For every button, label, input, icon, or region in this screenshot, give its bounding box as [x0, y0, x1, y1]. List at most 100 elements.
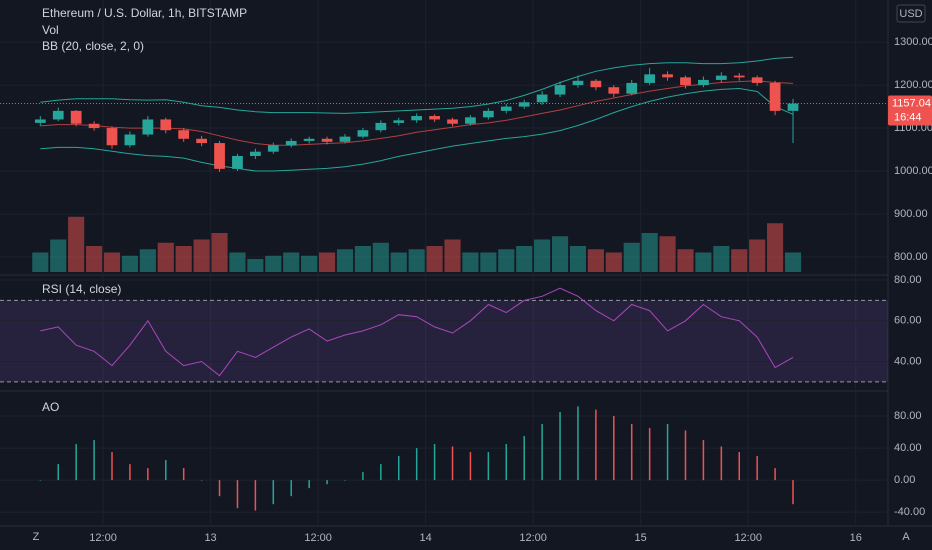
- ao-bar: [111, 452, 113, 481]
- candle-body: [52, 110, 64, 120]
- y-tick-label: 1200.00: [894, 79, 932, 91]
- ao-bar: [505, 444, 508, 481]
- ao-bar: [362, 472, 364, 481]
- candle-body: [626, 82, 638, 94]
- volume-bar: [534, 239, 551, 272]
- x-tick-label: 16: [850, 532, 862, 544]
- ao-bar: [75, 444, 77, 481]
- candle-body: [375, 122, 387, 131]
- volume-bar: [444, 239, 461, 272]
- y-tick-label: 1000.00: [894, 165, 932, 177]
- volume-bar: [32, 252, 49, 272]
- candle-body: [500, 106, 512, 111]
- ao-bar: [147, 468, 149, 481]
- volume-bar: [265, 255, 282, 272]
- bb-lower: [40, 87, 794, 172]
- volume-bar: [50, 239, 67, 272]
- currency-box[interactable]: [896, 4, 926, 23]
- candle-body: [429, 116, 440, 120]
- candle-body: [447, 119, 458, 124]
- volume-bar: [86, 246, 103, 272]
- volume-bar: [157, 242, 174, 272]
- volume-bar: [211, 233, 228, 272]
- bb-upper: [40, 56, 794, 114]
- volume-bar: [516, 246, 533, 272]
- y-tick-label: 900.00: [894, 208, 928, 220]
- ao-bar: [630, 424, 633, 481]
- y-tick-label: -40.00: [894, 506, 925, 518]
- ao-bar: [380, 464, 382, 481]
- candle-body: [357, 130, 369, 137]
- volume-bar: [695, 252, 712, 272]
- candle-body: [554, 85, 566, 95]
- candle-body: [751, 77, 763, 83]
- volume-bar: [247, 259, 264, 272]
- ao-bar: [469, 452, 472, 481]
- countdown: 16:44: [894, 111, 922, 123]
- candle-body: [465, 117, 476, 124]
- candle-body: [196, 138, 207, 144]
- candle-body: [733, 75, 745, 78]
- candle-body: [321, 138, 333, 142]
- y-tick-label: 0.00: [894, 474, 915, 486]
- volume-bar: [336, 249, 354, 272]
- candle-body: [214, 143, 225, 169]
- candle-body: [232, 155, 243, 169]
- candle-body: [285, 140, 297, 146]
- currency[interactable]: USD: [899, 8, 922, 20]
- ao-bar: [93, 440, 95, 481]
- volume-bar: [623, 242, 640, 272]
- volume-bar: [569, 246, 587, 272]
- ao-bar: [254, 480, 257, 511]
- ao-bar: [200, 480, 203, 481]
- ao-bar: [720, 446, 723, 481]
- ao-bar: [559, 412, 561, 481]
- volume-bar: [301, 255, 318, 272]
- y-tick-label: 80.00: [894, 274, 922, 286]
- candle-body: [250, 151, 261, 156]
- candle-body: [142, 119, 154, 135]
- volume-bar: [426, 246, 443, 272]
- candle-body: [160, 119, 172, 131]
- volume-legend: Vol: [42, 23, 59, 37]
- ao-bar: [738, 452, 741, 481]
- volume-bar: [139, 249, 156, 272]
- y-tick-label: 40.00: [894, 355, 922, 367]
- volume-bar: [121, 255, 138, 272]
- y-tick-label: 1300.00: [894, 36, 932, 48]
- candle-body: [590, 80, 602, 88]
- toolbar-auto[interactable]: A: [902, 531, 910, 543]
- x-tick-label: 14: [420, 532, 432, 544]
- volume-bar: [193, 239, 210, 272]
- candle-body: [769, 82, 781, 111]
- last-price-label: 1157.04: [892, 97, 931, 109]
- candle-body: [178, 130, 190, 139]
- candle-body: [536, 94, 548, 103]
- candle-body: [518, 102, 530, 107]
- rsi-band: [0, 300, 888, 382]
- candle-body: [662, 74, 673, 78]
- volume-bar: [784, 252, 802, 272]
- candle-body: [339, 136, 351, 142]
- ao-bar: [129, 464, 131, 481]
- volume-bar: [354, 246, 371, 272]
- ao-bar: [774, 468, 776, 481]
- volume-bar: [318, 252, 336, 272]
- ao-bar: [792, 480, 794, 505]
- ao-bar: [397, 456, 400, 481]
- ao-bar: [344, 480, 346, 481]
- volume-bar: [713, 246, 730, 272]
- x-tick-label: 12:00: [304, 532, 332, 544]
- volume-bar: [749, 239, 766, 272]
- candle-body: [70, 110, 82, 124]
- ao-bar: [613, 416, 615, 481]
- ao-bar: [415, 448, 418, 481]
- volume-bar: [731, 249, 748, 272]
- volume-bar: [480, 252, 497, 272]
- ao-bar: [182, 468, 185, 481]
- toolbar-zoom[interactable]: Z: [33, 531, 40, 543]
- candle-body: [267, 145, 279, 152]
- ao-bar: [218, 480, 221, 497]
- x-tick-label: 12:00: [734, 532, 762, 544]
